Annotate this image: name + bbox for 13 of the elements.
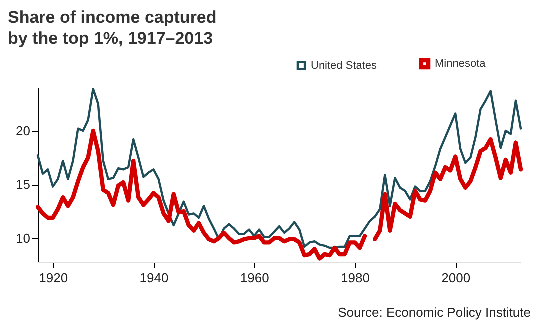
x-tick-label: 1920	[39, 270, 68, 286]
chart-title: Share of income captured by the top 1%, 1917–2013	[8, 8, 217, 48]
x-tick-label: 1960	[240, 270, 270, 286]
y-tick-label: 20	[16, 123, 30, 138]
line-series	[36, 88, 522, 250]
legend-label: United States	[311, 60, 378, 72]
x-tick-label: 1980	[341, 270, 370, 286]
source-note: Source: Economic Policy Institute	[338, 305, 531, 320]
x-tick-label: 1940	[140, 270, 169, 286]
y-tick-label: 10	[16, 230, 30, 246]
legend-label: Minnesota	[435, 58, 487, 70]
y-tick-label: 15	[16, 177, 30, 192]
x-tick-label: 2000	[442, 270, 471, 286]
